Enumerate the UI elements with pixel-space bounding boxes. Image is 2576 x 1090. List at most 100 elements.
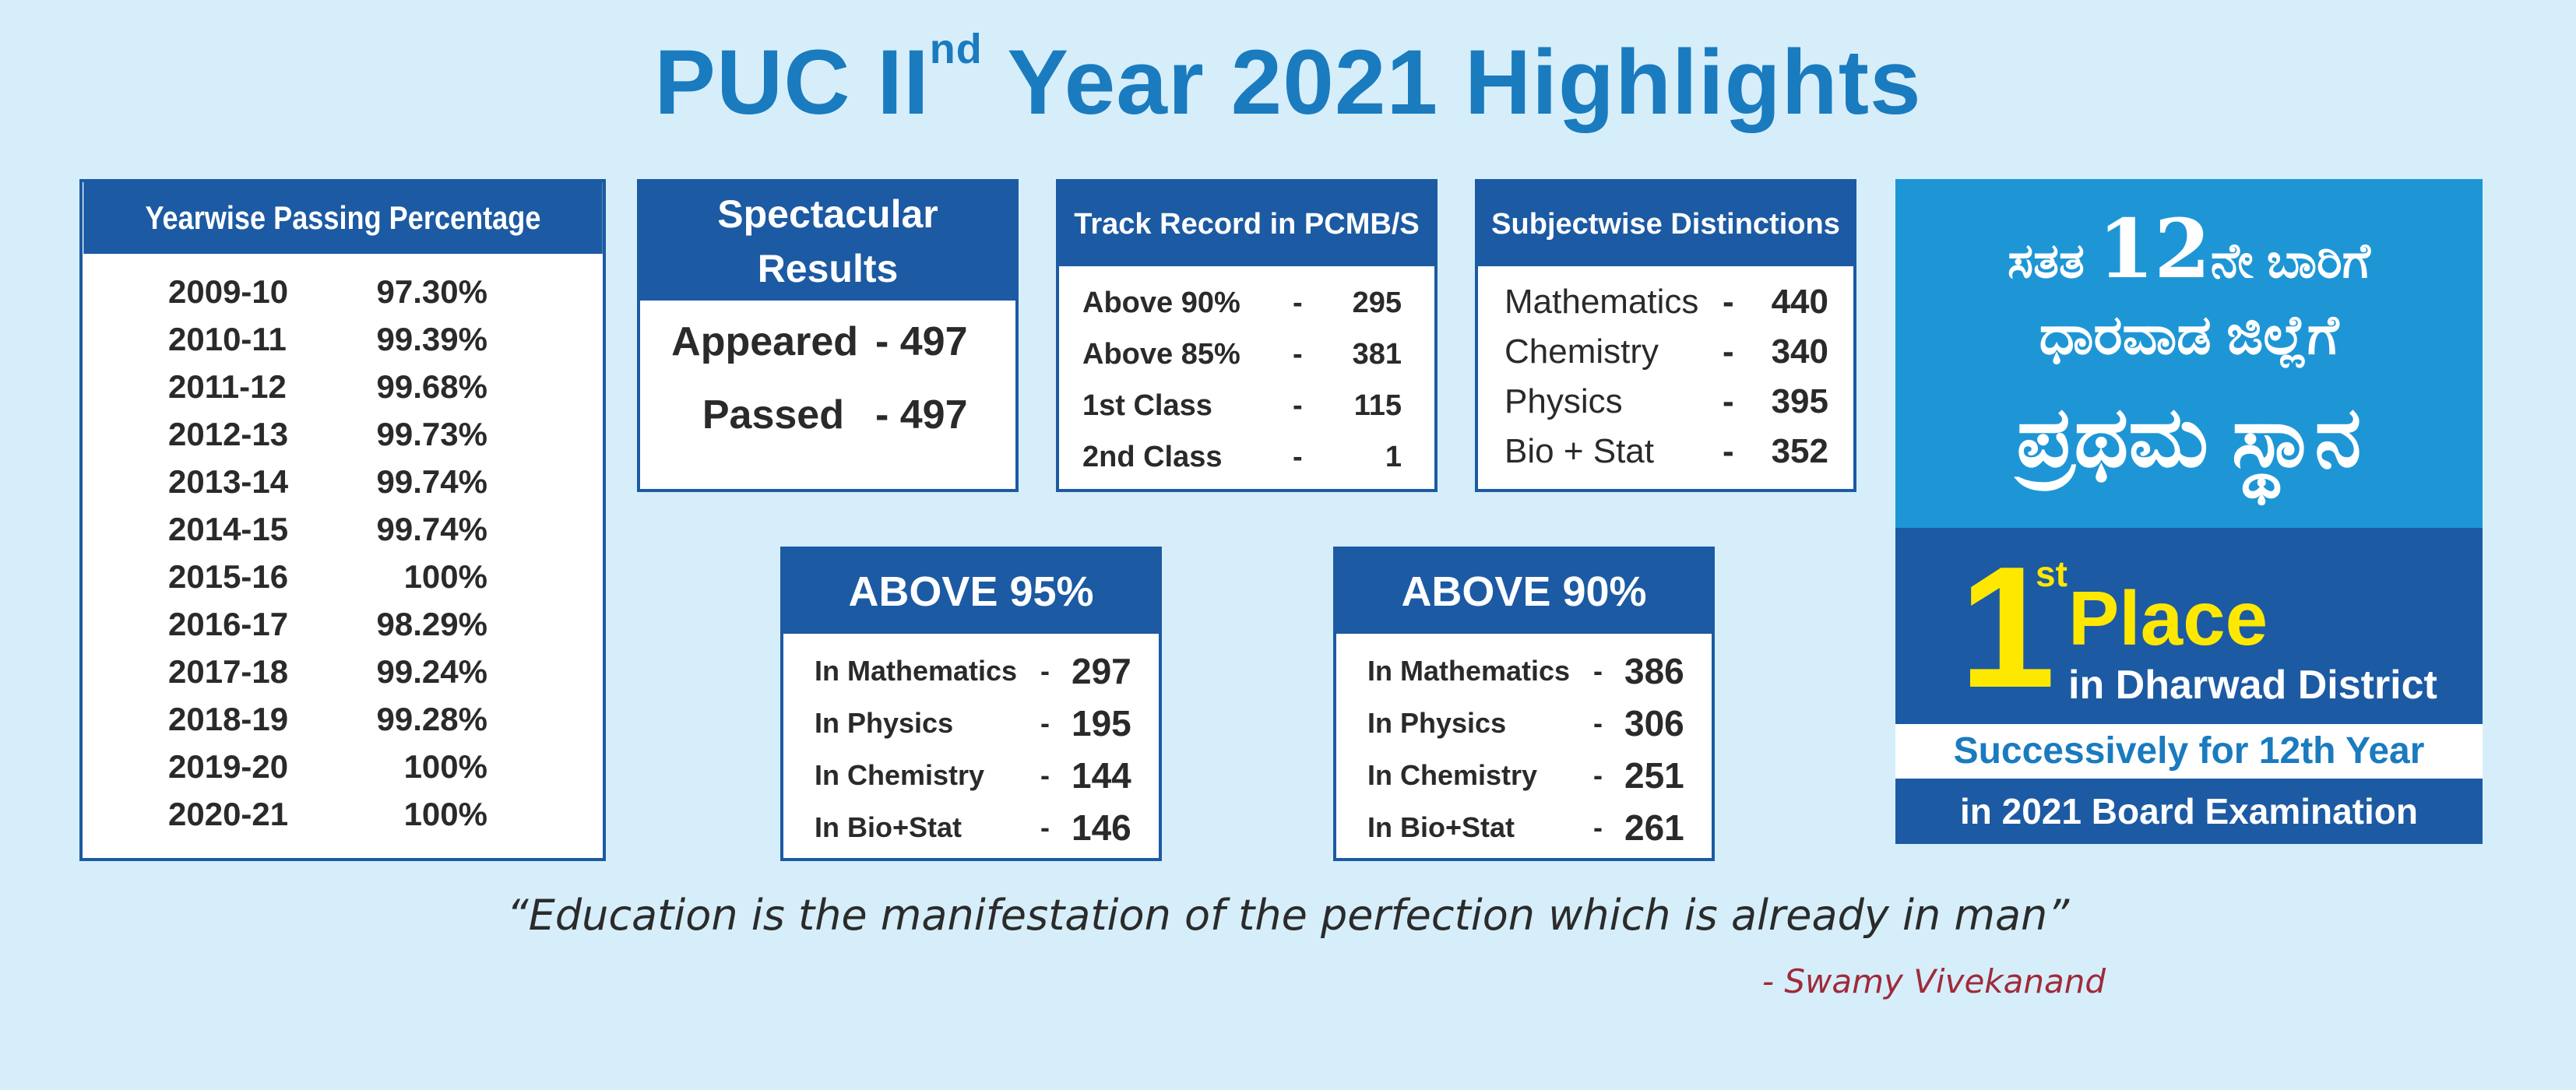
above95-row: In Bio+Stat -146 xyxy=(783,801,1159,853)
yearwise-row: 2014-15 99.74% xyxy=(83,505,603,553)
above90-list: In Mathematics -386 In Physics -306 In Chemi… xyxy=(1336,634,1712,853)
subject-row-label: Physics xyxy=(1504,382,1623,420)
above90-row-dash: - xyxy=(1593,654,1603,687)
above95-row-label: In Physics xyxy=(815,706,954,739)
above95-row-label: In Mathematics xyxy=(815,654,1018,687)
above95-row-value: 146 xyxy=(1072,807,1131,848)
subject-row: Bio + Stat -352 xyxy=(1478,427,1853,476)
kannada-banner: ಸತತ 12ನೇ ಬಾರಿಗೆ ಧಾರವಾಡ ಜಿಲ್ಲೆಗೆ ಪ್ರಥಮ ಸ್… xyxy=(1895,179,2483,528)
track-row-dash: - xyxy=(1293,440,1303,473)
year-label: 2020-21 xyxy=(168,795,289,832)
quote-text: “Education is the manifestation of the p… xyxy=(506,891,2070,940)
pass-percentage: 99.39% xyxy=(376,320,487,357)
yearwise-row: 2011-12 99.68% xyxy=(83,363,603,410)
above90-row-label: In Physics xyxy=(1367,706,1507,739)
page-title: PUC IInd Year 2021 Highlights xyxy=(654,26,1922,134)
above90-row-value: 251 xyxy=(1624,754,1684,796)
track-row-label: Above 90% xyxy=(1082,286,1240,319)
yearwise-row: 2019-20 100% xyxy=(83,743,603,790)
pass-percentage: 100% xyxy=(403,747,487,785)
above95-row: In Mathematics -297 xyxy=(783,645,1159,697)
above95-row-dash: - xyxy=(1040,706,1050,739)
above95-list: In Mathematics -297 In Physics -195 In Chemi… xyxy=(783,634,1159,853)
track-row-dash: - xyxy=(1293,389,1303,422)
year-label: 2013-14 xyxy=(168,462,289,500)
above90-row-value: 306 xyxy=(1624,702,1684,744)
year-label: 2011-12 xyxy=(168,367,287,405)
pass-percentage: 99.28% xyxy=(376,700,487,737)
above90-row: In Physics -306 xyxy=(1336,697,1712,749)
above95-row: In Physics -195 xyxy=(783,697,1159,749)
year-label: 2016-17 xyxy=(168,605,289,642)
appeared-value: - 497 xyxy=(875,319,968,364)
rank-number: 1 xyxy=(1959,531,2056,724)
yearwise-row: 2009-10 97.30% xyxy=(83,268,603,315)
board-exam-strip: in 2021 Board Examination xyxy=(1895,779,2483,844)
above95-row-value: 144 xyxy=(1072,754,1131,796)
track-row-label: Above 85% xyxy=(1082,337,1240,371)
pass-percentage: 99.73% xyxy=(376,415,487,452)
year-label: 2014-15 xyxy=(168,510,289,547)
subject-header: Subjectwise Distinctions xyxy=(1478,182,1853,266)
above-90-panel: ABOVE 90% In Mathematics -386 In Physics -3… xyxy=(1333,547,1715,861)
subject-row-label: Chemistry xyxy=(1504,332,1659,371)
above95-row-label: In Chemistry xyxy=(815,758,985,791)
track-row: 1st Class - 115 xyxy=(1059,380,1434,431)
track-row-label: 1st Class xyxy=(1082,389,1212,422)
passed-row: Passed - 497 xyxy=(640,378,1015,452)
yearwise-row: 2018-19 99.28% xyxy=(83,695,603,743)
track-row-value: 295 xyxy=(1352,286,1402,319)
year-label: 2019-20 xyxy=(168,747,289,785)
track-row: Above 85% - 381 xyxy=(1059,329,1434,380)
above95-row-label: In Bio+Stat xyxy=(815,810,962,843)
above95-row-dash: - xyxy=(1040,758,1050,791)
subject-row-value: 340 xyxy=(1771,332,1828,371)
subject-row-label: Bio + Stat xyxy=(1504,432,1655,470)
track-row-value: 381 xyxy=(1352,337,1402,371)
above90-row-dash: - xyxy=(1593,810,1603,843)
track-record-panel: Track Record in PCMB/S Above 90% - 295 Abov… xyxy=(1056,179,1438,492)
subject-row-label: Mathematics xyxy=(1504,283,1699,321)
yearwise-passing-panel: Yearwise Passing Percentage 2009-10 97.30… xyxy=(79,179,606,861)
above90-row-label: In Chemistry xyxy=(1367,758,1538,791)
year-label: 2012-13 xyxy=(168,415,289,452)
pass-percentage: 99.74% xyxy=(376,510,487,547)
above90-row-dash: - xyxy=(1593,758,1603,791)
appeared-label: Appeared xyxy=(671,319,858,364)
above90-row-label: In Mathematics xyxy=(1367,654,1571,687)
spectacular-header-line2: Results xyxy=(757,247,899,290)
yearwise-row: 2012-13 99.73% xyxy=(83,410,603,458)
above90-row-label: In Bio+Stat xyxy=(1367,810,1515,843)
yearwise-row: 2016-17 98.29% xyxy=(83,600,603,648)
pass-percentage: 97.30% xyxy=(376,272,487,310)
track-header: Track Record in PCMB/S xyxy=(1059,182,1434,266)
above95-row-dash: - xyxy=(1040,810,1050,843)
track-row: 2nd Class - 1 xyxy=(1059,431,1434,483)
pass-percentage: 99.74% xyxy=(376,462,487,500)
yearwise-header: Yearwise Passing Percentage xyxy=(83,182,603,254)
subject-row-value: 395 xyxy=(1771,382,1828,420)
above95-row-value: 297 xyxy=(1072,650,1131,691)
subject-row: Chemistry -340 xyxy=(1478,327,1853,377)
yearwise-list: 2009-10 97.30% 2010-11 99.39% 2011-12 99.68% 2… xyxy=(83,254,603,838)
pass-percentage: 100% xyxy=(403,795,487,832)
quote-author: - Swamy Vivekanand xyxy=(1761,962,2106,1000)
spectacular-header-line1: Spectacular xyxy=(717,192,938,236)
track-row-value: 1 xyxy=(1385,440,1402,473)
track-row-label: 2nd Class xyxy=(1082,440,1223,473)
kannada-line-1: ಸತತ 12ನೇ ಬಾರಿಗೆ xyxy=(2008,201,2370,297)
yearwise-row: 2017-18 99.24% xyxy=(83,648,603,695)
track-row-value: 115 xyxy=(1353,389,1402,422)
passed-value: - 497 xyxy=(875,392,968,438)
kannada-line-3: ಪ್ರಥಮ ಸ್ಥಾನ xyxy=(2016,389,2362,483)
place-label: Place xyxy=(2068,575,2268,661)
first-place-panel: ಸತತ 12ನೇ ಬಾರಿಗೆ ಧಾರವಾಡ ಜಿಲ್ಲೆಗೆ ಪ್ರಥಮ ಸ್… xyxy=(1895,179,2483,844)
above90-row: In Mathematics -386 xyxy=(1336,645,1712,697)
above90-row-value: 261 xyxy=(1624,807,1684,848)
track-row-dash: - xyxy=(1293,337,1303,371)
above90-row: In Bio+Stat -261 xyxy=(1336,801,1712,853)
pass-percentage: 99.24% xyxy=(376,652,487,690)
above95-row-dash: - xyxy=(1040,654,1050,687)
year-label: 2009-10 xyxy=(168,272,289,310)
above95-header: ABOVE 95% xyxy=(783,550,1159,634)
